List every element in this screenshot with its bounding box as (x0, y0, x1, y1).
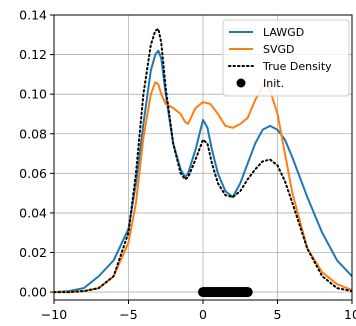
y-tick-label: 0.04 (19, 205, 47, 220)
legend-lawgd-label: LAWGD (263, 26, 304, 39)
x-tick-label: 0 (199, 307, 207, 322)
legend-init-label: Init. (263, 77, 284, 90)
x-tick-label: 5 (274, 307, 282, 322)
legend-true-density-label: True Density (262, 60, 332, 73)
y-tick-label: 0.08 (19, 126, 47, 141)
y-tick-label: 0.00 (19, 285, 47, 300)
true-density-line (54, 27, 352, 294)
y-tick-label: 0.12 (19, 47, 47, 62)
legend-init-marker (236, 78, 246, 88)
lawgd-line (54, 49, 352, 294)
y-tick-label: 0.14 (19, 8, 47, 23)
svgd-line (54, 81, 352, 294)
y-tick-label: 0.02 (19, 245, 47, 260)
init-markers (198, 287, 253, 298)
y-tick-label: 0.10 (19, 87, 47, 102)
x-tick-label: −10 (41, 307, 67, 322)
y-tick-label: 0.06 (19, 166, 47, 181)
x-tick-label: 10 (344, 307, 356, 322)
x-tick-label: −5 (119, 307, 137, 322)
legend-box (222, 19, 350, 97)
legend-svgd-label: SVGD (263, 43, 295, 56)
init-point (242, 287, 253, 298)
